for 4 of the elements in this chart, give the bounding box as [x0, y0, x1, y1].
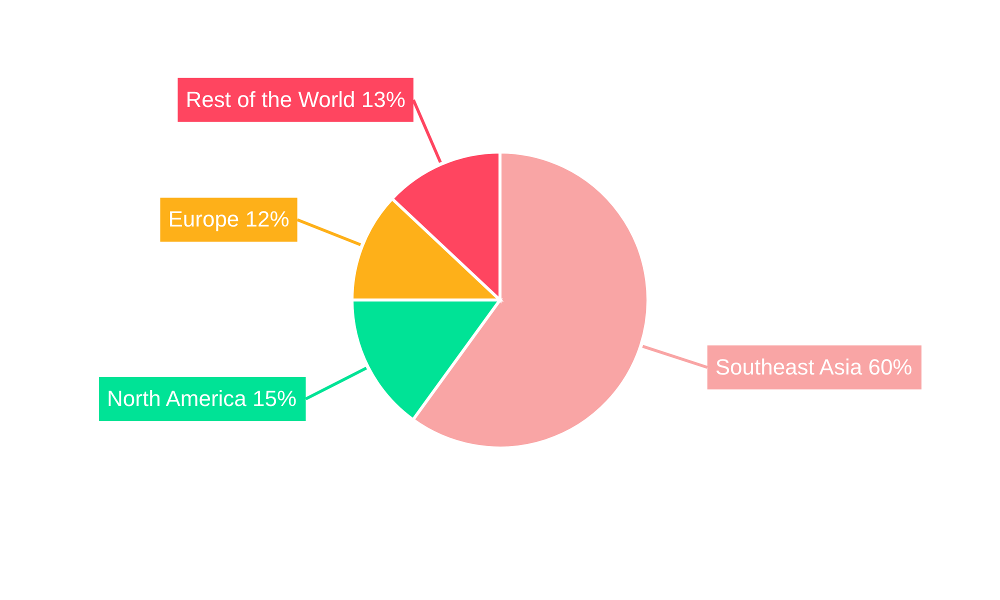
slice-label: Europe 12% — [168, 206, 290, 232]
slice-label: North America 15% — [107, 386, 297, 411]
slice-label: Rest of the World 13% — [186, 86, 406, 112]
slice-label: Southeast Asia 60% — [715, 354, 912, 380]
